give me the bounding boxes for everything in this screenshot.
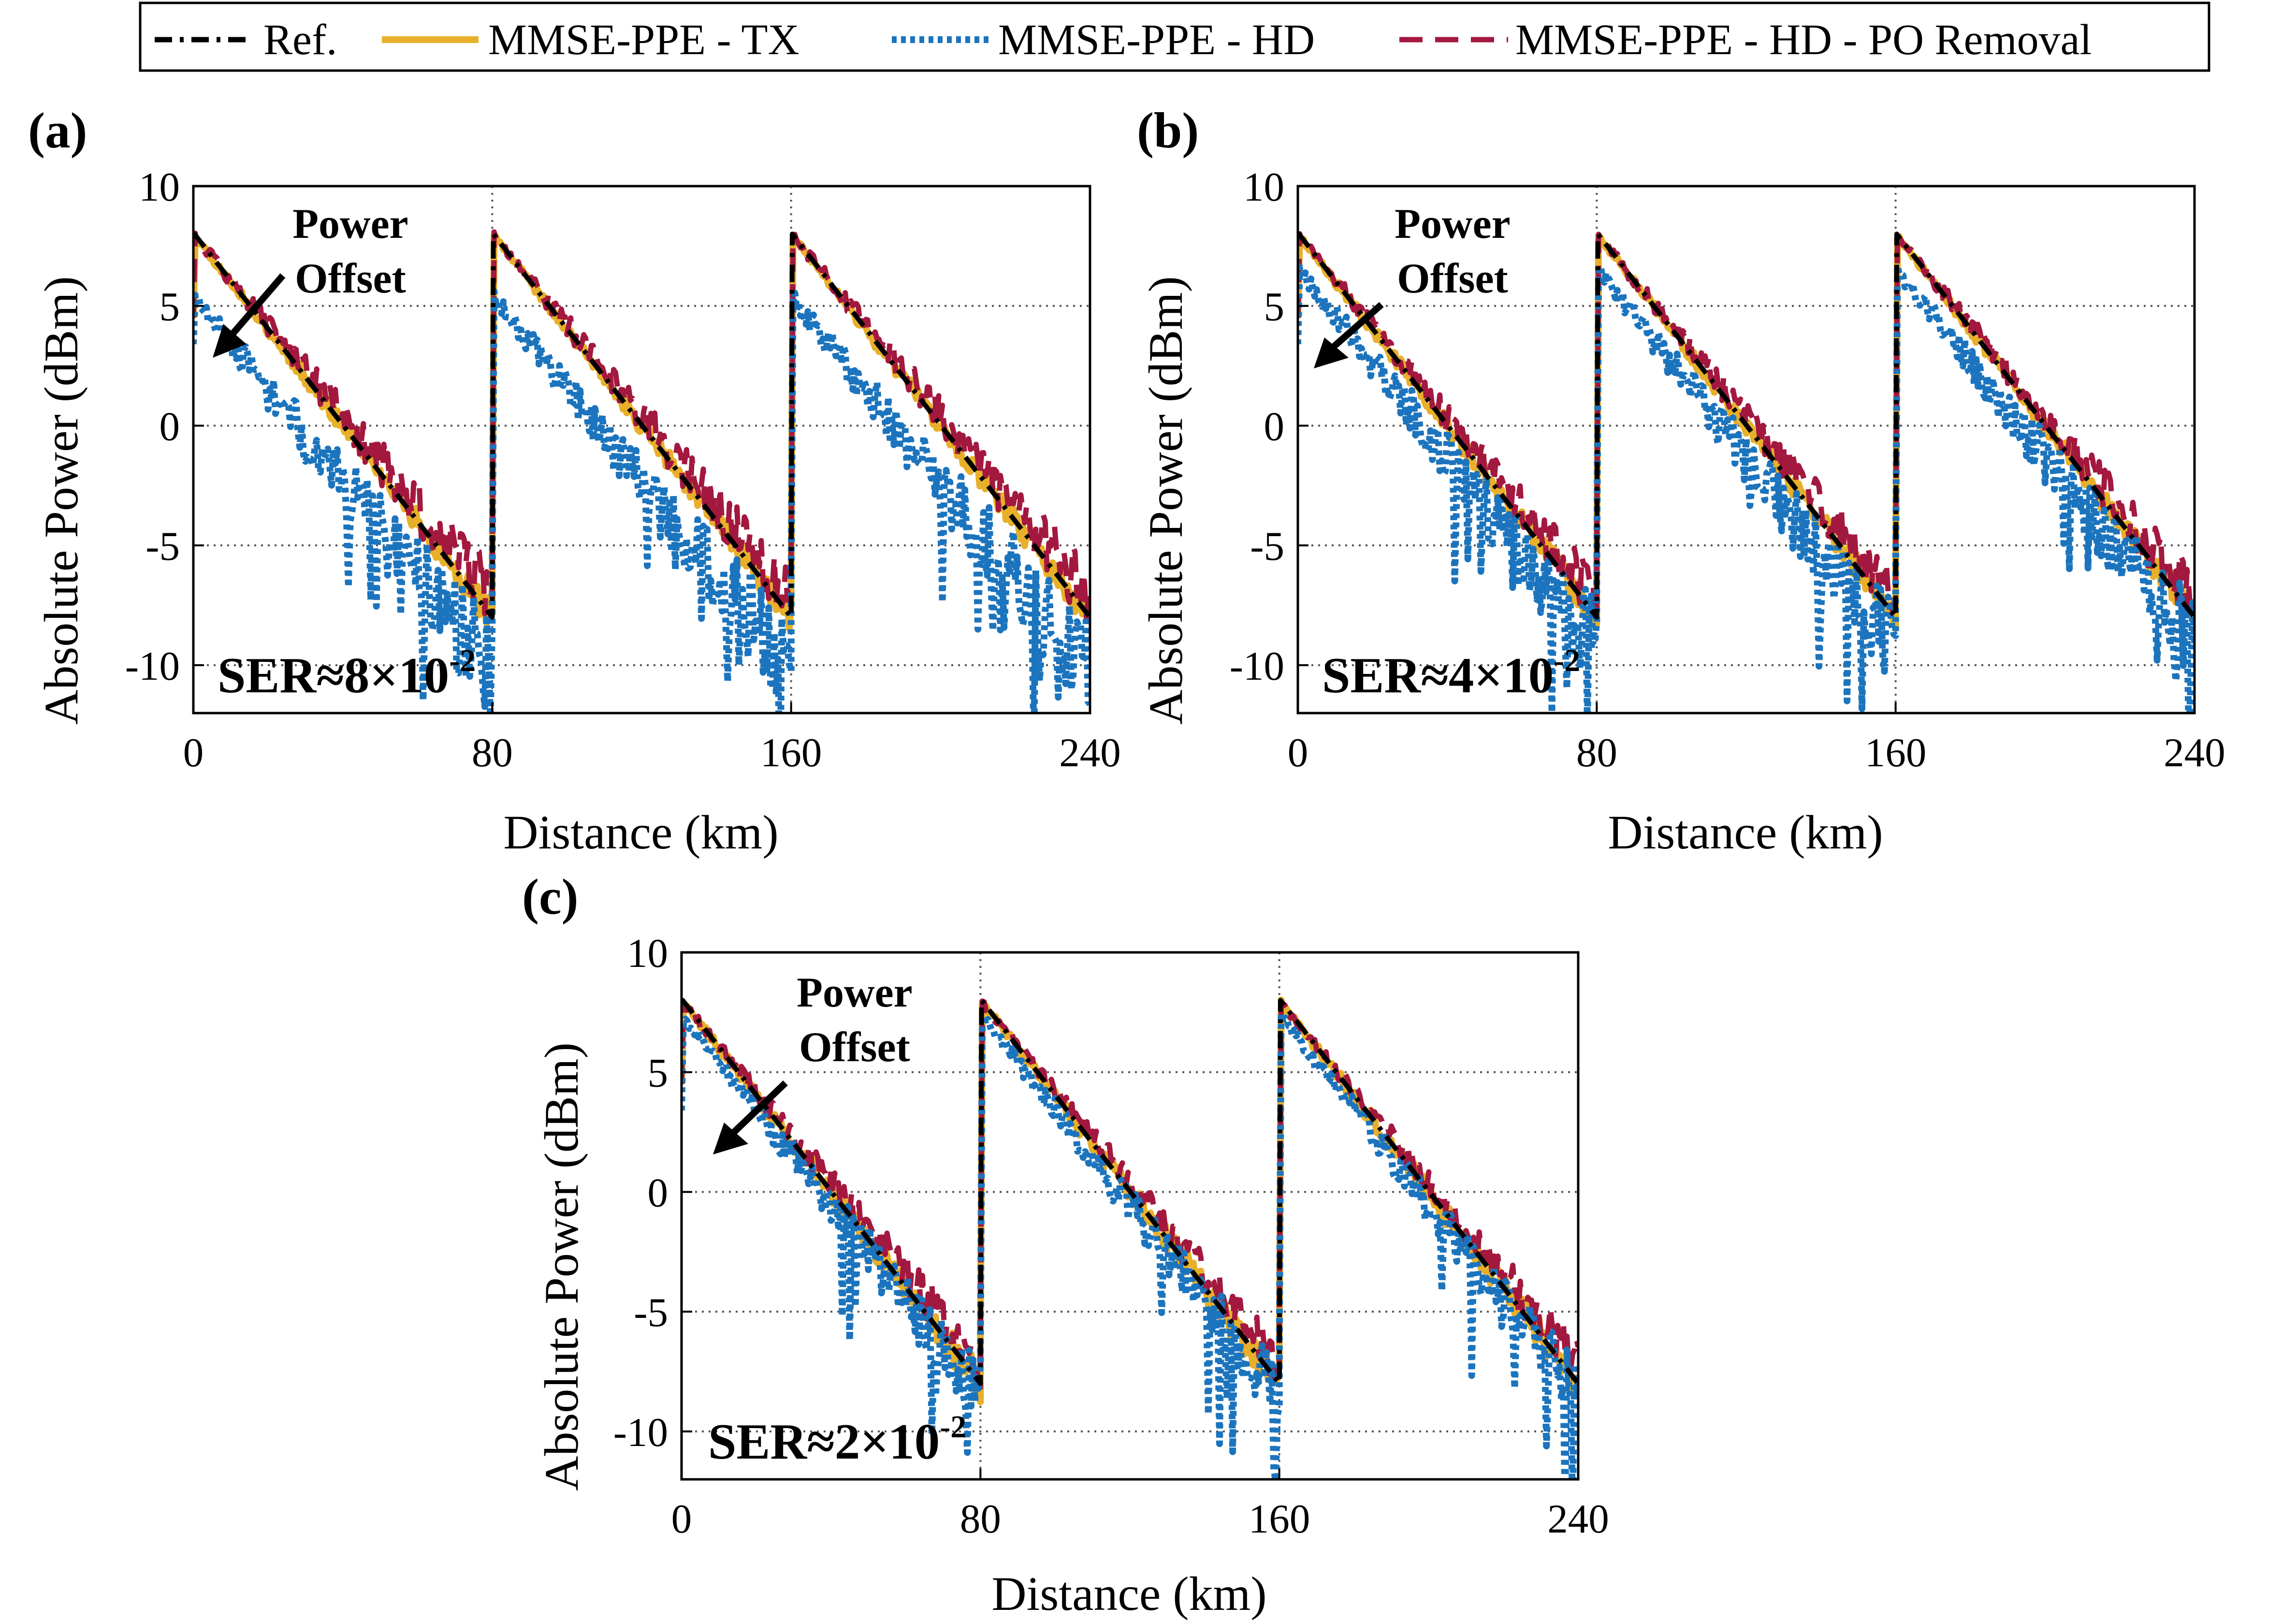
x-tick-label: 160 xyxy=(760,730,822,775)
series-line-po xyxy=(682,998,1578,1390)
y-tick-label: 10 xyxy=(139,164,180,210)
legend-label-ref: Ref. xyxy=(263,16,337,64)
x-tick-label: 240 xyxy=(1547,1496,1609,1542)
panel-label-b: (b) xyxy=(1137,102,1199,159)
x-tick-label: 160 xyxy=(1865,730,1927,775)
series-line-po xyxy=(1298,231,2194,619)
annotation-arrow-a xyxy=(213,273,286,358)
plot-area-c: 0 80 160 240 -10 -5 0 5 10 xyxy=(613,931,1609,1542)
y-tick-label: 0 xyxy=(1264,404,1285,449)
x-tick-label: 0 xyxy=(1288,730,1308,775)
x-tick-label: 240 xyxy=(1059,730,1121,775)
plot-area-a: 0 80 160 240 -10 -5 0 5 10 xyxy=(125,164,1121,775)
series-line-ref xyxy=(1298,232,2194,620)
x-tick-label: 80 xyxy=(960,1496,1001,1542)
panel-b: (b) Distance (km) Absolute Power (dBm) 0… xyxy=(1137,102,2225,859)
y-tick-label: -10 xyxy=(1230,643,1284,689)
x-axis-label-c: Distance (km) xyxy=(991,1567,1266,1621)
annotation-power-c: Power xyxy=(797,969,912,1016)
legend-label-tx: MMSE-PPE - TX xyxy=(488,16,799,64)
x-axis-label-b: Distance (km) xyxy=(1608,805,1883,859)
legend-frame xyxy=(139,1,2210,72)
y-tick-label: -10 xyxy=(125,643,180,689)
y-tick-label: 0 xyxy=(648,1170,668,1215)
ser-label-b: SER≈4×10-2 xyxy=(1322,643,1580,703)
x-tick-label: 240 xyxy=(2164,730,2225,775)
x-tick-label: 80 xyxy=(472,730,513,775)
axes-frame xyxy=(1296,185,2196,715)
x-axis-label-a: Distance (km) xyxy=(503,805,778,859)
annotation-offset-b: Offset xyxy=(1397,255,1508,302)
y-tick-label: -5 xyxy=(634,1290,668,1335)
axes-frame xyxy=(680,951,1580,1481)
axes-frame xyxy=(192,185,1091,715)
series-line-hd xyxy=(193,288,1090,713)
y-tick-label: 10 xyxy=(1243,164,1284,210)
annotation-arrow-c xyxy=(713,1080,788,1154)
ser-label-c: SER≈2×10-2 xyxy=(708,1409,966,1470)
series-line-hd xyxy=(1298,263,2194,713)
legend-label-hd: MMSE-PPE - HD xyxy=(998,16,1315,64)
ser-label-a: SER≈8×10-2 xyxy=(218,643,476,703)
annotation-arrow-b xyxy=(1314,302,1384,368)
y-tick-label: 5 xyxy=(160,284,180,330)
y-tick-label: -10 xyxy=(613,1410,668,1455)
annotation-power-b: Power xyxy=(1395,201,1510,248)
x-tick-label: 0 xyxy=(183,730,204,775)
y-tick-label: 0 xyxy=(160,404,180,449)
annotation-offset-a: Offset xyxy=(295,255,406,302)
x-tick-label: 160 xyxy=(1249,1496,1310,1542)
panel-label-a: (a) xyxy=(28,102,87,159)
y-tick-label: -5 xyxy=(1250,524,1284,569)
legend: Ref. MMSE-PPE - TX MMSE-PPE - HD MMSE-PP… xyxy=(139,1,2210,72)
series-line-ref xyxy=(682,998,1578,1386)
series-line-ref xyxy=(193,232,1090,620)
plot-area-b: 0 80 160 240 -10 -5 0 5 10 xyxy=(1230,164,2225,775)
x-tick-label: 80 xyxy=(1576,730,1617,775)
x-tick-label: 0 xyxy=(671,1496,692,1542)
series-line-hd xyxy=(682,1010,1578,1479)
series-line-po xyxy=(193,229,1090,620)
y-tick-label: 10 xyxy=(627,931,668,976)
panel-c: (c) Distance (km) Absolute Power (dBm) 0… xyxy=(522,868,1609,1621)
y-tick-label: -5 xyxy=(145,524,180,569)
y-tick-label: 5 xyxy=(648,1051,668,1096)
panel-label-c: (c) xyxy=(522,868,579,925)
annotation-offset-c: Offset xyxy=(799,1024,910,1071)
y-axis-label-b: Absolute Power (dBm) xyxy=(1139,276,1192,725)
y-axis-label-a: Absolute Power (dBm) xyxy=(34,276,88,725)
y-axis-label-c: Absolute Power (dBm) xyxy=(535,1042,588,1491)
y-tick-label: 5 xyxy=(1264,284,1285,330)
panel-a: (a) Distance (km) Absolute Power (dBm) 0… xyxy=(28,102,1121,859)
legend-label-po: MMSE-PPE - HD - PO Removal xyxy=(1515,16,2092,64)
annotation-power-a: Power xyxy=(292,201,408,248)
